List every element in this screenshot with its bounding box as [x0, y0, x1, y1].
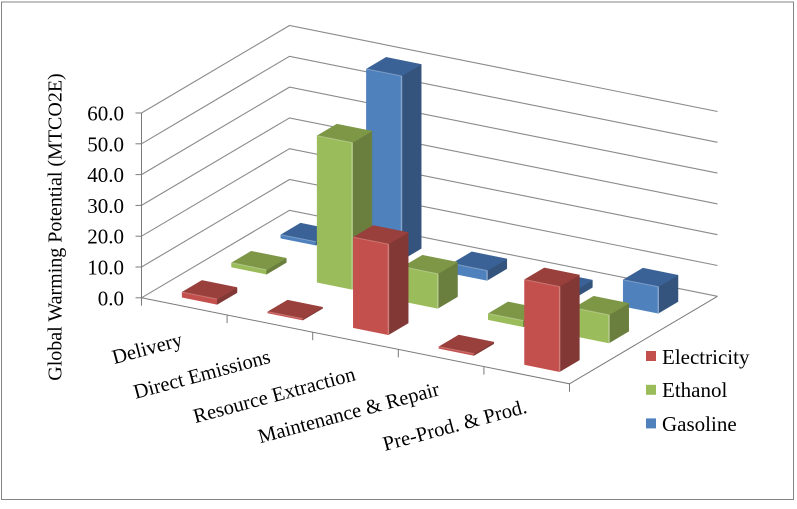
svg-text:Gasoline: Gasoline: [662, 412, 737, 436]
svg-text:30.0: 30.0: [87, 194, 124, 218]
svg-text:Electricity: Electricity: [662, 345, 750, 369]
svg-text:Ethanol: Ethanol: [662, 378, 727, 402]
svg-text:20.0: 20.0: [87, 225, 124, 249]
svg-text:60.0: 60.0: [87, 102, 124, 126]
svg-text:40.0: 40.0: [87, 163, 124, 187]
svg-text:Global Warming Potential (MTCO: Global Warming Potential (MTCO2E): [45, 73, 67, 380]
svg-text:50.0: 50.0: [87, 132, 124, 156]
svg-text:10.0: 10.0: [87, 256, 124, 280]
svg-text:0.0: 0.0: [98, 286, 124, 310]
